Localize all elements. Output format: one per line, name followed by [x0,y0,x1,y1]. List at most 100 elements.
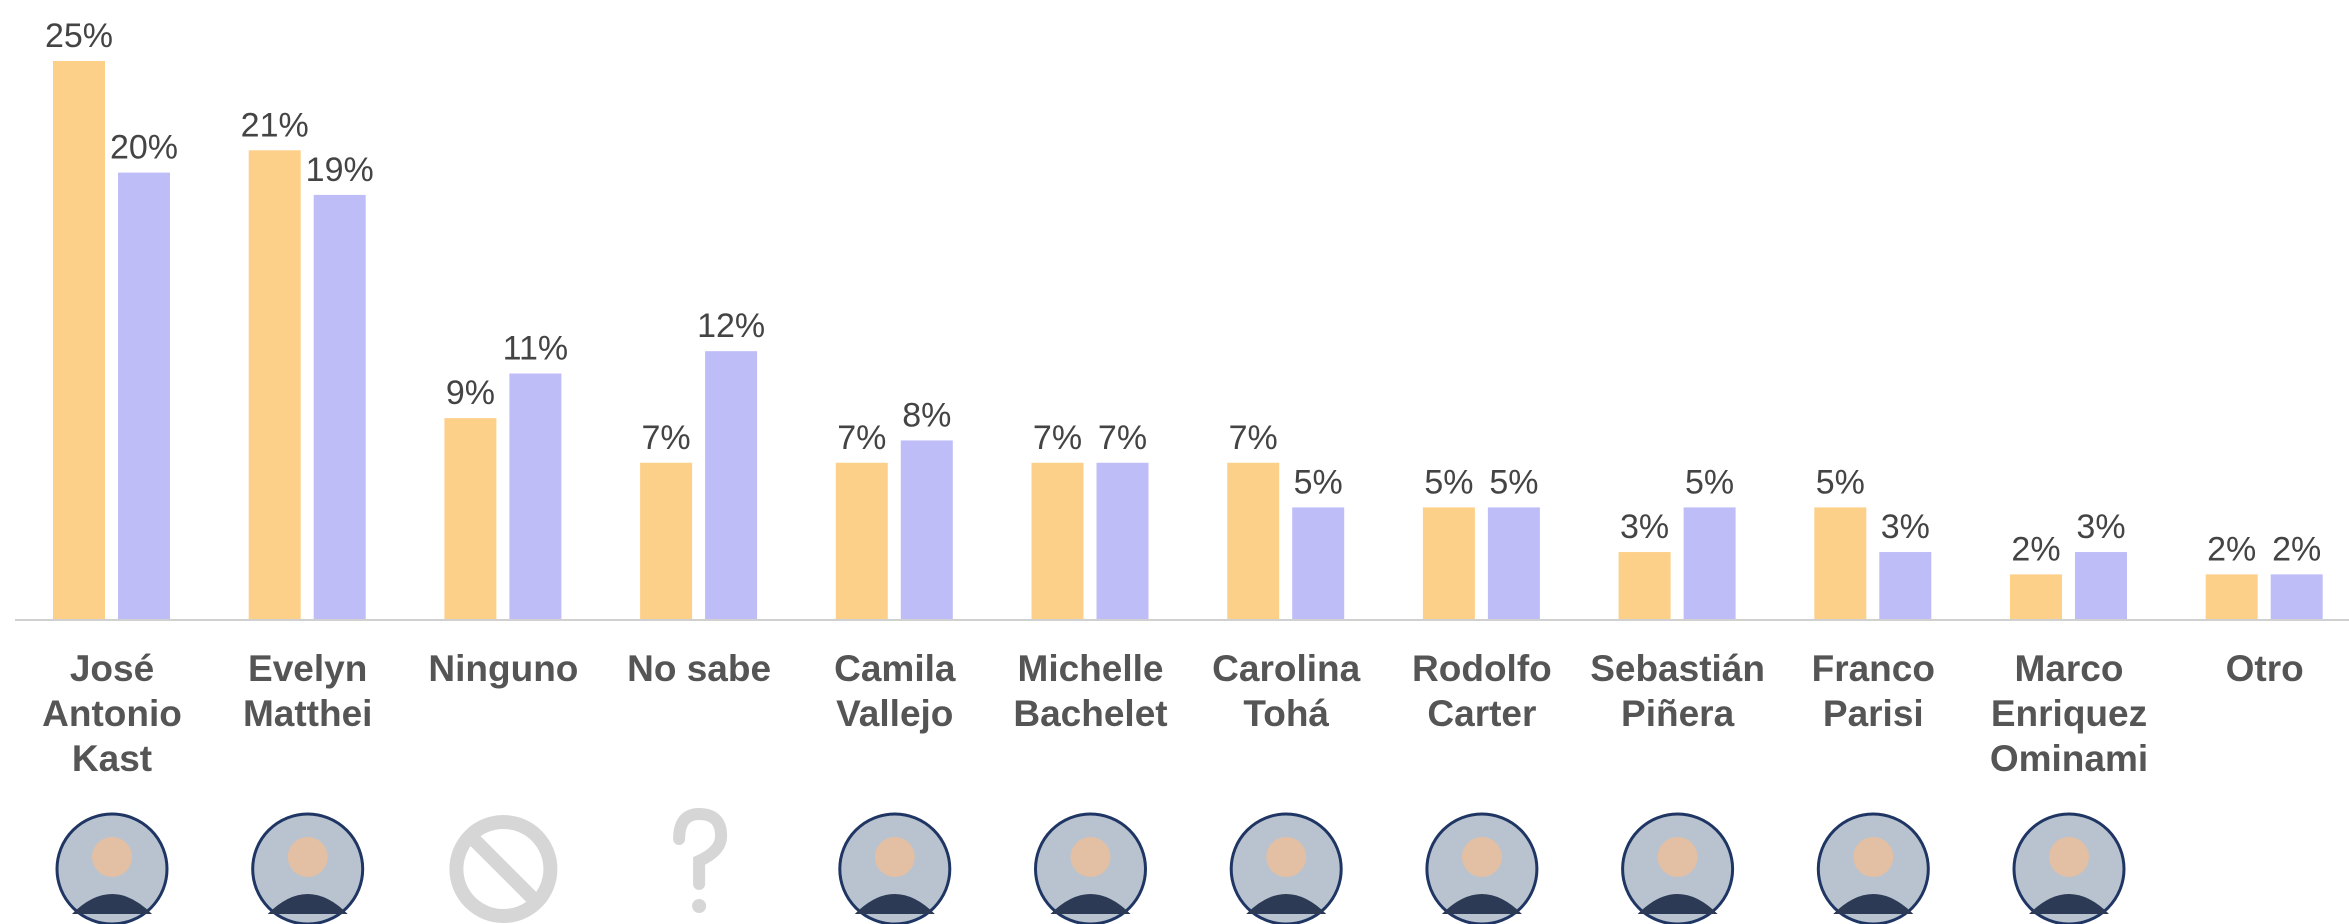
avatar [838,812,952,924]
value-label: 7% [837,419,886,457]
bar [2075,552,2127,619]
category-label: Tohá [1243,693,1329,734]
avatar-body [2029,894,2109,914]
category-label: Rodolfo [1412,648,1552,689]
bar [444,418,497,619]
value-label: 2% [2272,530,2321,568]
avatar-head [1657,837,1698,877]
category-label: Ninguno [428,648,578,689]
avatar [1229,812,1343,924]
avatar-head [287,837,328,877]
question-dot [692,899,707,913]
avatar [251,812,365,924]
value-label: 5% [1816,463,1865,501]
value-label: 5% [1294,463,1343,501]
avatar-body [1637,894,1718,914]
value-label: 8% [902,396,951,434]
value-label: 3% [1620,508,1669,546]
avatar [1816,812,1930,924]
bar [2270,574,2323,619]
value-label: 5% [1685,463,1734,501]
bar [1031,462,1084,619]
avatar-body [1050,894,1131,914]
value-label: 19% [306,151,374,189]
bar [53,61,105,619]
value-label: 2% [2011,530,2060,568]
avatar [2012,812,2126,924]
avatar-head [1266,837,1307,877]
bar [1683,507,1736,619]
avatar-body [854,894,935,914]
bar [640,462,693,619]
bar [1096,462,1149,619]
category-label: Parisi [1823,693,1924,734]
category-label: Piñera [1621,693,1735,734]
bar [1422,507,1475,619]
bar [835,462,888,619]
bar [2205,574,2258,619]
value-label: 9% [446,374,495,412]
bar [313,194,366,620]
none-icon-bar [465,831,542,907]
category-label: Bachelet [1013,693,1167,734]
value-label: 3% [1881,508,1930,546]
value-label: 11% [503,329,569,367]
value-label: 20% [110,129,178,167]
category-label: Ominami [1990,738,2148,779]
avatar-body [267,894,348,914]
value-label: 7% [1229,419,1278,457]
category-label: Otro [2226,648,2304,689]
category-label: Evelyn [248,648,367,689]
avatar-head [2049,837,2089,877]
category-label: Camila [834,648,956,689]
bar [248,150,301,619]
avatar-head [1853,837,1894,877]
bar [1292,507,1345,619]
bar [1618,552,1671,619]
category-label: Franco [1812,648,1935,689]
category-label: Michelle [1018,648,1164,689]
value-label: 5% [1489,463,1538,501]
avatar-body [72,894,152,914]
value-label: 12% [697,307,765,345]
category-label: Carolina [1212,648,1360,689]
value-label: 7% [642,419,691,457]
avatar-head [92,837,132,877]
bar [509,373,562,619]
category-label: José [70,648,154,689]
avatar-body [1246,894,1327,914]
bar [118,172,170,619]
value-label: 3% [2076,508,2125,546]
bar [1227,462,1280,619]
bar [1487,507,1540,619]
avatar-body [1441,894,1522,914]
bar [1814,507,1867,619]
category-label: Antonio [42,693,182,734]
none-icon [449,815,558,923]
value-label: 2% [2207,530,2256,568]
category-label: Kast [72,738,152,779]
question-icon [673,807,728,890]
bar [705,351,758,619]
avatar-head [1461,837,1502,877]
category-label: Vallejo [836,693,953,734]
avatar [55,812,169,924]
value-label: 7% [1098,419,1147,457]
avatar-head [874,837,915,877]
category-label: Sebastián [1590,648,1765,689]
value-label: 5% [1424,463,1473,501]
avatar-head [1070,837,1111,877]
category-label: Enriquez [1991,693,2147,734]
category-label: Carter [1427,693,1536,734]
value-label: 7% [1033,419,1082,457]
bar [1879,552,1932,619]
category-label: No sabe [627,648,771,689]
value-label: 25% [45,17,113,55]
avatar [1034,812,1147,924]
value-label: 21% [241,106,309,144]
category-label: Marco [2015,648,2124,689]
bar [900,440,953,619]
category-label: Matthei [243,693,373,734]
